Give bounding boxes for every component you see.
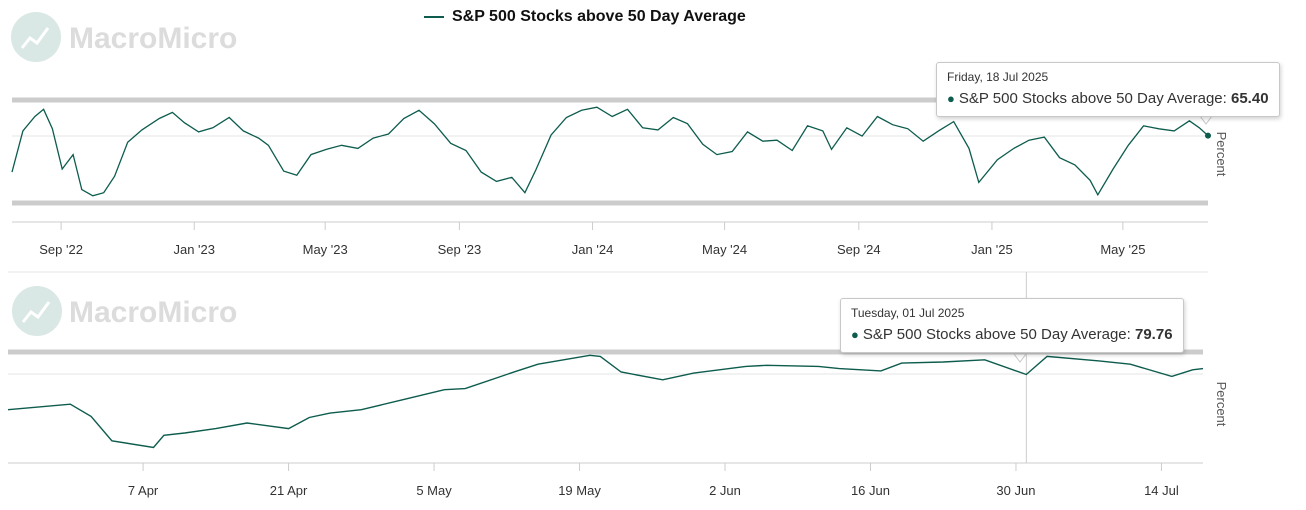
- x-tick-label: 7 Apr: [128, 483, 159, 498]
- tooltip-value: 65.40: [1231, 90, 1269, 107]
- brand-logo-bottom: MacroMicro: [12, 286, 237, 336]
- tooltip-date: Tuesday, 01 Jul 2025: [851, 306, 965, 320]
- x-tick-label: Sep '23: [438, 242, 482, 257]
- legend-line-icon: [424, 16, 444, 18]
- x-tick-label: Jan '25: [971, 242, 1013, 257]
- x-tick-label: Jan '24: [572, 242, 614, 257]
- tooltip-value: 79.76: [1135, 326, 1173, 343]
- tooltip-series-name: S&P 500 Stocks above 50 Day Average:: [862, 326, 1131, 343]
- top-series-line: [11, 106, 1209, 197]
- bottom-tooltip: Tuesday, 01 Jul 2025 ● S&P 500 Stocks abo…: [840, 298, 1184, 353]
- x-tick-label: 19 May: [558, 483, 601, 498]
- tooltip-date: Friday, 18 Jul 2025: [947, 70, 1049, 84]
- bottom-series-line: [7, 354, 1204, 449]
- tooltip-value-line: ● S&P 500 Stocks above 50 Day Average: 79…: [851, 326, 1173, 343]
- bottom-y-axis-label: Percent: [1214, 382, 1229, 427]
- x-tick-label: 14 Jul: [1144, 483, 1179, 498]
- legend-label: S&P 500 Stocks above 50 Day Average: [452, 8, 746, 25]
- bottom-tooltip-pointer: [1013, 353, 1027, 363]
- legend[interactable]: S&P 500 Stocks above 50 Day Average: [424, 8, 746, 26]
- x-tick-label: Jan '23: [173, 242, 215, 257]
- tooltip-value-line: ● S&P 500 Stocks above 50 Day Average: 65…: [947, 90, 1269, 107]
- top-tooltip: Friday, 18 Jul 2025 ● S&P 500 Stocks abov…: [936, 62, 1280, 117]
- top-y-axis-label: Percent: [1214, 132, 1229, 177]
- x-tick-label: 5 May: [416, 483, 452, 498]
- x-tick-label: May '25: [1100, 242, 1145, 257]
- x-tick-label: 16 Jun: [851, 483, 890, 498]
- brand-logo-icon: [11, 12, 61, 62]
- brand-logo-top: MacroMicro: [11, 12, 237, 62]
- x-tick-label: Sep '24: [837, 242, 881, 257]
- series-dot-icon: ●: [851, 327, 859, 342]
- brand-watermark: MacroMicro: [69, 22, 237, 55]
- x-tick-label: May '23: [303, 242, 348, 257]
- x-tick-label: May '24: [702, 242, 747, 257]
- top-x-ticks: Sep '22 Jan '23 May '23 Sep '23 Jan '24 May '…: [39, 222, 1145, 257]
- x-tick-label: 30 Jun: [996, 483, 1035, 498]
- trend-icon: [20, 27, 50, 49]
- series-dot-icon: ●: [947, 91, 955, 106]
- trend-icon: [21, 301, 51, 323]
- tooltip-series-name: S&P 500 Stocks above 50 Day Average:: [958, 90, 1227, 107]
- x-tick-label: 21 Apr: [270, 483, 308, 498]
- top-tooltip-pointer: [1199, 115, 1213, 125]
- brand-logo-icon: [12, 286, 62, 336]
- bottom-x-ticks: 7 Apr 21 Apr 5 May 19 May 2 Jun 16 Jun 30 Jun 1…: [128, 463, 1179, 498]
- top-hover-marker: [1205, 132, 1211, 139]
- brand-watermark: MacroMicro: [69, 296, 237, 329]
- x-tick-label: Sep '22: [39, 242, 83, 257]
- x-tick-label: 2 Jun: [709, 483, 741, 498]
